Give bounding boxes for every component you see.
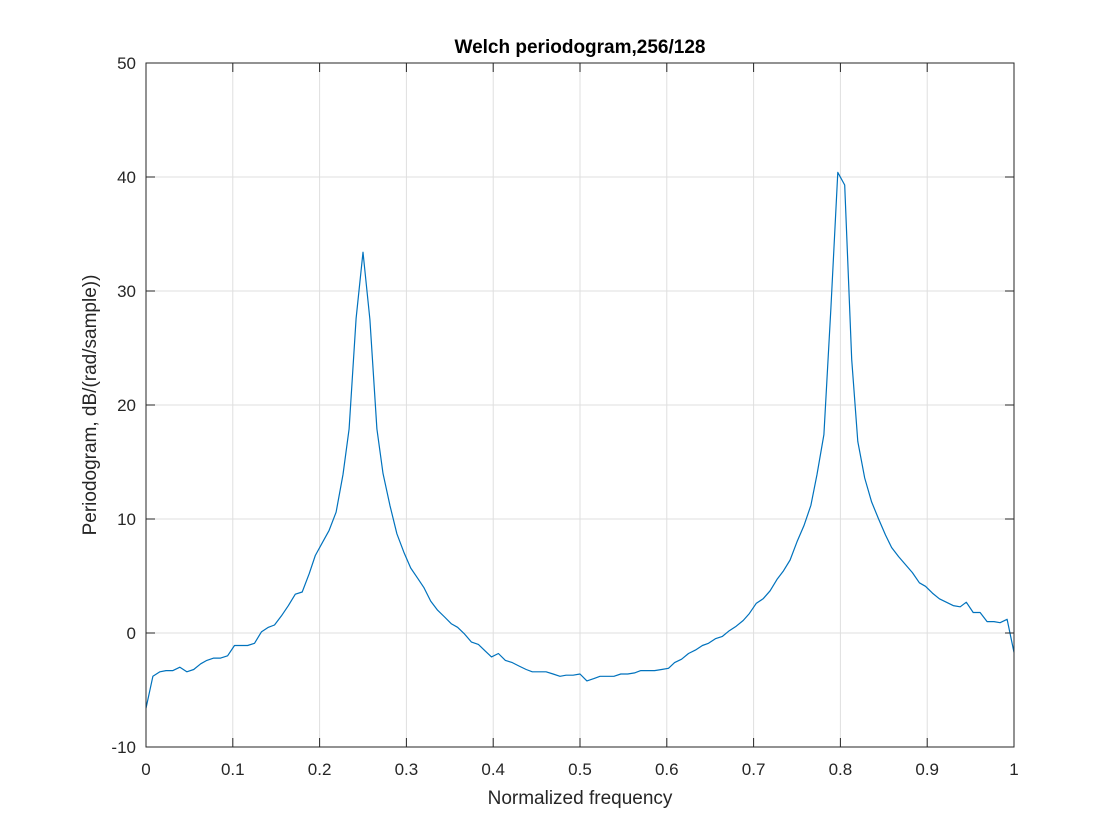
y-tick-label: 50 xyxy=(117,54,136,73)
y-tick-label: 40 xyxy=(117,168,136,187)
y-tick-label: 20 xyxy=(117,396,136,415)
ticks: 0 0.1 0.2 0.3 0.4 0.5 0.6 0.7 0.8 0.9 1 -10 0 10 20 30 4… xyxy=(111,54,1018,779)
x-tick-label: 0.2 xyxy=(308,760,332,779)
x-tick-label: 0.5 xyxy=(568,760,592,779)
y-tick-label: -10 xyxy=(111,738,136,757)
x-tick-label: 0.7 xyxy=(742,760,766,779)
periodogram-line xyxy=(145,171,1015,709)
series-layer xyxy=(145,171,1015,709)
x-tick-label: 0.8 xyxy=(829,760,853,779)
y-axis-title: Periodogram, dB/(rad/sample)) xyxy=(80,275,101,536)
x-tick-label: 0.1 xyxy=(221,760,245,779)
x-tick-label: 1 xyxy=(1009,760,1018,779)
x-axis-title: Normalized frequency xyxy=(488,788,673,809)
x-tick-label: 0 xyxy=(141,760,150,779)
y-tick-label: 30 xyxy=(117,282,136,301)
x-tick-label: 0.4 xyxy=(481,760,505,779)
chart-title: Welch periodogram,256/128 xyxy=(455,37,706,58)
x-tick-label: 0.9 xyxy=(915,760,939,779)
x-tick-label: 0.6 xyxy=(655,760,679,779)
x-tick-label: 0.3 xyxy=(395,760,419,779)
y-tick-label: 10 xyxy=(117,510,136,529)
y-tick-label: 0 xyxy=(127,624,136,643)
